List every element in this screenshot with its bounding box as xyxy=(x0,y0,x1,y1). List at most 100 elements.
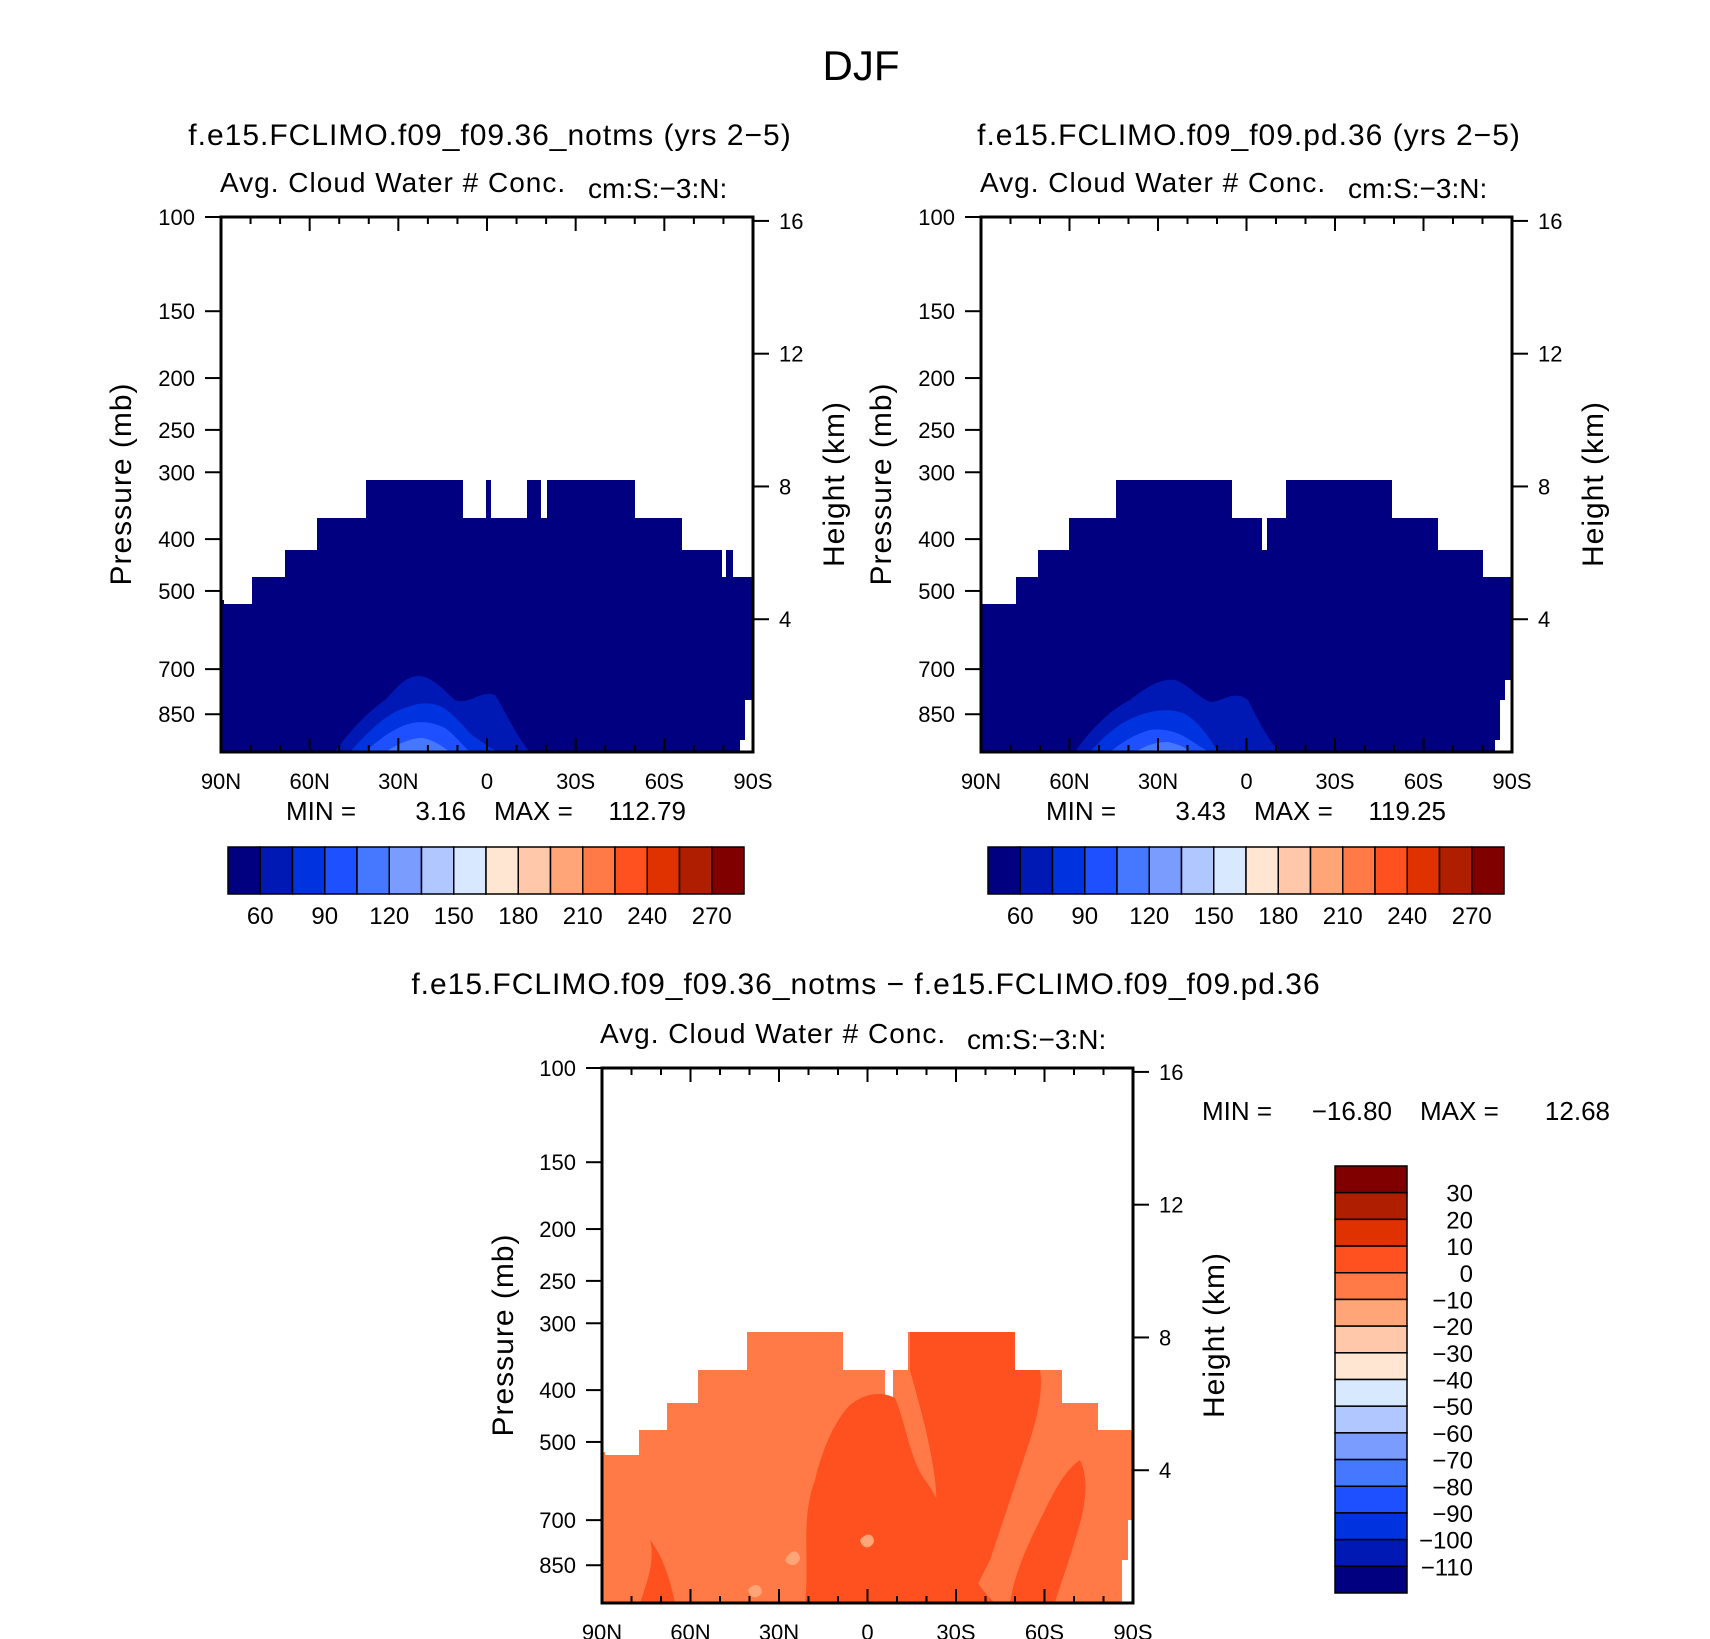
x-tick-label: 90S xyxy=(1492,769,1531,794)
colorbar-swatch xyxy=(356,846,390,895)
x-tick-label: 60S xyxy=(1025,1620,1064,1639)
y-axis-label: Pressure (mb) xyxy=(865,382,898,585)
colorbar: 3020100−10−20−30−40−50−60−70−80−90−100−1… xyxy=(1334,1165,1473,1594)
field-hot-2 xyxy=(910,1332,1041,1603)
max-label: MAX = xyxy=(494,796,573,826)
panel-units: cm:S:−3:N: xyxy=(588,173,727,204)
y-tick-label: 700 xyxy=(158,657,195,682)
colorbar-swatch xyxy=(1438,846,1473,895)
y-tick-label: 250 xyxy=(918,418,955,443)
colorbar-swatch xyxy=(711,846,745,895)
plot-area-data xyxy=(221,480,753,752)
colorbar-label: −30 xyxy=(1432,1341,1473,1368)
field-background xyxy=(221,480,753,752)
colorbar-swatch xyxy=(1471,846,1505,895)
colorbar-swatch xyxy=(420,846,455,895)
colorbar-label: 120 xyxy=(369,903,409,930)
panel-notms: f.e15.FCLIMO.f09_f09.36_notms (yrs 2−5) … xyxy=(105,119,851,930)
colorbar-swatch xyxy=(1334,1485,1408,1514)
x-tick-label: 30S xyxy=(936,1620,975,1639)
colorbar-swatch xyxy=(1051,846,1086,895)
y-right-tick-label: 8 xyxy=(1159,1325,1171,1350)
field-blob-4 xyxy=(1135,742,1192,752)
y-right-tick-label: 16 xyxy=(779,209,803,234)
colorbar-label: 240 xyxy=(1387,903,1427,930)
x-tick-label: 90S xyxy=(733,769,772,794)
colorbar-label: 10 xyxy=(1446,1234,1473,1261)
colorbar-swatch xyxy=(1084,846,1118,895)
max-value: 112.79 xyxy=(608,796,686,826)
field-background xyxy=(981,480,1512,752)
colorbar-swatch xyxy=(485,846,519,895)
field-warm-1 xyxy=(785,1551,800,1566)
x-tick-label: 60N xyxy=(1049,769,1089,794)
colorbar-swatch xyxy=(453,846,487,895)
colorbar-swatch xyxy=(1116,846,1150,895)
y-axis-right: 16 12 8 4 xyxy=(753,209,803,632)
y-axis-label: Pressure (mb) xyxy=(487,1233,520,1436)
y-tick-label: 500 xyxy=(918,579,955,604)
y-right-tick-label: 12 xyxy=(1538,342,1562,367)
colorbar-label: −70 xyxy=(1432,1448,1473,1475)
x-axis: 90N 60N 30N 0 30S 60S 90S xyxy=(201,217,773,794)
y-tick-label: 150 xyxy=(918,299,955,324)
y-right-tick-label: 16 xyxy=(1538,209,1562,234)
y-right-tick-label: 4 xyxy=(779,607,791,632)
colorbar-swatch xyxy=(1334,1245,1408,1274)
x-tick-label: 90S xyxy=(1113,1620,1152,1639)
colorbar-swatch xyxy=(1245,846,1279,895)
y-axis-label: Pressure (mb) xyxy=(105,382,138,585)
panel-subtitle: Avg. Cloud Water # Conc. xyxy=(220,167,566,198)
colorbar-swatch xyxy=(1180,846,1215,895)
y-tick-label: 100 xyxy=(539,1056,576,1081)
colorbar-swatch xyxy=(646,846,681,895)
y-tick-label: 250 xyxy=(158,418,195,443)
y-tick-label: 200 xyxy=(539,1217,576,1242)
y-tick-label: 850 xyxy=(539,1553,576,1578)
x-tick-label: 60N xyxy=(670,1620,710,1639)
x-tick-label: 30N xyxy=(759,1620,799,1639)
panel-subtitle: Avg. Cloud Water # Conc. xyxy=(980,167,1326,198)
colorbar-swatch xyxy=(1019,846,1054,895)
colorbar-swatch xyxy=(259,846,294,895)
y-right-tick-label: 8 xyxy=(1538,474,1550,499)
colorbar-label: 90 xyxy=(311,903,338,930)
min-value: 3.16 xyxy=(415,796,466,826)
y-axis-right-label: Height (km) xyxy=(1577,401,1610,567)
y-tick-label: 150 xyxy=(539,1150,576,1175)
panel-units: cm:S:−3:N: xyxy=(967,1024,1106,1055)
colorbar-label: 240 xyxy=(627,903,667,930)
colorbar-swatch xyxy=(324,846,358,895)
x-tick-label: 30S xyxy=(1315,769,1354,794)
y-axis-left: 100 150 200 250 300 400 500 700 850 xyxy=(918,205,981,727)
colorbar-swatch xyxy=(388,846,423,895)
x-tick-label: 60S xyxy=(645,769,684,794)
colorbar-label: −110 xyxy=(1421,1554,1473,1581)
y-right-tick-label: 8 xyxy=(779,474,791,499)
x-axis: 90N 60N 30N 0 30S 60S 90S xyxy=(582,1068,1153,1639)
colorbar-swatch xyxy=(1334,1538,1408,1568)
stats: MIN = 3.16 MAX = 112.79 xyxy=(286,796,686,826)
y-axis-right: 16 12 8 4 xyxy=(1512,209,1562,632)
x-axis: 90N 60N 30N 0 30S 60S 90S xyxy=(961,217,1532,794)
colorbar-swatch xyxy=(1374,846,1408,895)
y-right-tick-label: 12 xyxy=(779,342,803,367)
x-tick-label: 30S xyxy=(556,769,595,794)
y-right-tick-label: 4 xyxy=(1538,607,1550,632)
colorbar-label: −40 xyxy=(1432,1368,1473,1395)
colorbar-swatch xyxy=(1406,846,1441,895)
y-right-tick-label: 4 xyxy=(1159,1458,1171,1483)
colorbar-label: 270 xyxy=(692,903,732,930)
colorbar-swatch xyxy=(1334,1272,1408,1301)
colorbar-swatch xyxy=(1309,846,1344,895)
y-tick-label: 300 xyxy=(158,460,195,485)
colorbar-swatch xyxy=(1334,1512,1408,1541)
min-label: MIN = xyxy=(1202,1096,1272,1126)
colorbar-label: 210 xyxy=(1323,903,1363,930)
colorbar-label: 30 xyxy=(1446,1181,1473,1208)
colorbar-label: 150 xyxy=(1194,903,1234,930)
y-right-tick-label: 12 xyxy=(1159,1193,1183,1218)
colorbar-label: 0 xyxy=(1460,1261,1473,1288)
x-tick-label: 90N xyxy=(201,769,241,794)
y-tick-label: 300 xyxy=(918,460,955,485)
